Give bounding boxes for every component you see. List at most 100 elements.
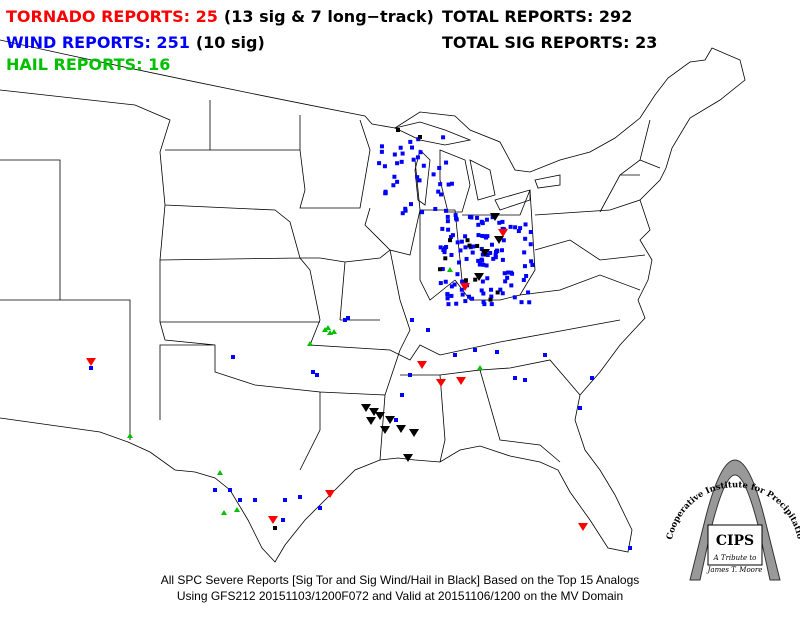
wind-report — [476, 222, 481, 227]
wind-report — [377, 161, 382, 166]
tornado-report — [375, 412, 385, 420]
wind-report — [460, 279, 465, 284]
tornado-report — [494, 236, 504, 244]
tornado-report — [460, 283, 470, 291]
wind-report — [482, 302, 487, 307]
wind-report — [467, 294, 472, 299]
wind-report — [522, 250, 527, 255]
wind-report — [383, 189, 388, 194]
wind-report — [446, 302, 451, 307]
wind-report — [415, 175, 420, 180]
wind-report — [523, 236, 528, 241]
logo-tribute: A Tribute to — [713, 554, 757, 562]
wind-report — [524, 274, 529, 279]
wind-report — [519, 300, 524, 305]
wind-report — [488, 297, 493, 302]
wind-report — [463, 234, 468, 239]
logo-name-path: Cooperative Institute for Precipitation … — [0, 0, 800, 541]
wind-report — [283, 498, 287, 502]
wind-report — [459, 287, 464, 292]
wind-report — [480, 233, 485, 238]
wind-report — [484, 235, 489, 240]
tornado-report — [456, 377, 466, 385]
wind-report — [445, 296, 450, 301]
wind-report — [418, 135, 422, 139]
wind-report — [395, 179, 400, 184]
cips-logo: CIPS A Tribute to James T. Moore Coopera… — [0, 0, 800, 581]
wind-report — [433, 206, 438, 211]
wind-report — [392, 152, 397, 157]
wind-report — [498, 287, 503, 292]
wind-report — [417, 178, 422, 183]
wind-report — [398, 145, 403, 150]
wind-report — [228, 488, 232, 492]
wind-report — [509, 283, 514, 288]
wind-report — [470, 250, 475, 255]
wind-report — [400, 393, 404, 397]
wind-report — [454, 216, 459, 221]
logo-name: Cooperative Institute for Precipitation … — [0, 0, 800, 541]
wind-report — [509, 270, 514, 275]
tornado-report — [369, 408, 379, 416]
tornado-report — [380, 426, 390, 434]
logo-acronym: CIPS — [716, 533, 754, 549]
wind-report — [502, 271, 507, 276]
wind-report — [410, 318, 414, 322]
wind-report — [489, 302, 494, 307]
wind-report — [506, 270, 511, 275]
wind-report — [382, 164, 387, 169]
wind-report — [543, 353, 547, 357]
wind-report — [460, 292, 465, 297]
wind-report — [213, 488, 217, 492]
wind-report — [500, 219, 505, 224]
wind-report — [346, 316, 350, 320]
wind-report — [479, 246, 484, 251]
wind-report — [442, 250, 447, 255]
wind-report — [395, 161, 400, 166]
wind-report — [495, 350, 499, 354]
wind-report — [485, 276, 490, 281]
wind-report — [463, 299, 468, 304]
wind-report — [343, 318, 347, 322]
wind-report — [477, 262, 482, 267]
tornado-report — [490, 213, 500, 221]
wind-report — [408, 139, 413, 144]
tornado-report — [578, 523, 588, 531]
hail-report — [217, 470, 223, 475]
hail-report — [234, 507, 240, 512]
logo-person: James T. Moore — [706, 566, 763, 574]
wind-report — [408, 373, 412, 377]
tornado-count: TORNADO REPORTS: 25 (13 sig & 7 long−trac… — [6, 7, 434, 26]
wind-report — [408, 202, 413, 207]
tornado-label: TORNADO REPORTS: 25 — [6, 7, 218, 26]
wind-report — [476, 258, 481, 263]
wind-report — [379, 149, 384, 154]
wind-report — [455, 272, 460, 277]
wind-report — [449, 181, 454, 186]
wind-report — [396, 128, 400, 132]
wind-report — [491, 256, 496, 261]
wind-report — [499, 248, 504, 253]
wind-report — [441, 248, 446, 253]
wind-report — [400, 151, 405, 156]
wind-report — [516, 229, 521, 234]
wind-report — [440, 226, 445, 231]
hail-report — [447, 267, 453, 272]
wind-report — [455, 240, 460, 245]
wind-report — [445, 214, 450, 219]
wind-report — [445, 219, 450, 224]
wind-label: WIND REPORTS: 251 — [6, 33, 190, 52]
wind-report — [465, 238, 470, 243]
wind-report — [578, 406, 582, 410]
wind-report — [439, 192, 444, 197]
wind-report — [89, 366, 93, 370]
wind-report — [443, 279, 448, 284]
wind-report — [458, 248, 463, 253]
wind-report — [495, 290, 500, 295]
wind-report — [379, 144, 384, 149]
wind-report — [512, 295, 517, 300]
wind-report — [459, 239, 464, 244]
wind-report — [488, 250, 493, 255]
tornado-report — [417, 361, 427, 369]
wind-report — [426, 328, 430, 332]
